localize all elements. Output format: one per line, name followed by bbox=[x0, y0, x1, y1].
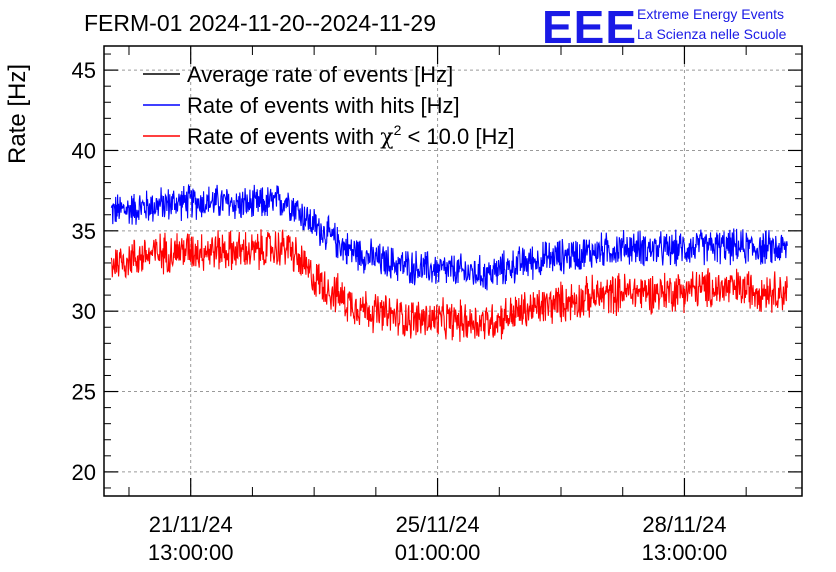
y-tick-label: 20 bbox=[72, 460, 96, 485]
axes: 20 25 30 35 40 45 21/11/24 13:00:00 25/11/24 01:0… bbox=[72, 46, 802, 565]
y-tick-label: 45 bbox=[72, 58, 96, 83]
legend: Average rate of events [Hz] Rate of event… bbox=[143, 62, 514, 150]
grid-lines bbox=[104, 46, 802, 496]
legend-label: Rate of events with hits [Hz] bbox=[187, 93, 460, 118]
eee-logo: EEE bbox=[542, 1, 638, 53]
logo-subtitle-line1: Extreme Energy Events bbox=[637, 6, 785, 22]
series-layer bbox=[110, 184, 788, 342]
series-hits-line bbox=[110, 184, 788, 291]
x-tick-label: 25/11/24 bbox=[396, 512, 480, 537]
y-tick-label: 25 bbox=[72, 380, 96, 405]
chart-title: FERM-01 2024-11-20--2024-11-29 bbox=[84, 10, 436, 36]
x-tick-label: 13:00:00 bbox=[148, 540, 234, 565]
logo-subtitle-line2: La Scienza nelle Scuole bbox=[637, 26, 787, 42]
x-tick-label: 13:00:00 bbox=[642, 540, 728, 565]
legend-label: Rate of events with χ2 < 10.0 [Hz] bbox=[187, 122, 514, 150]
series-chi2-line bbox=[110, 229, 788, 342]
x-tick-label: 21/11/24 bbox=[149, 512, 233, 537]
y-tick-label: 30 bbox=[72, 299, 96, 324]
x-tick-label: 01:00:00 bbox=[395, 540, 481, 565]
y-tick-label: 35 bbox=[72, 219, 96, 244]
legend-label: Average rate of events [Hz] bbox=[187, 62, 453, 87]
plot-frame bbox=[103, 45, 803, 497]
y-tick-label: 40 bbox=[72, 138, 96, 163]
x-tick-label: 28/11/24 bbox=[642, 512, 726, 537]
